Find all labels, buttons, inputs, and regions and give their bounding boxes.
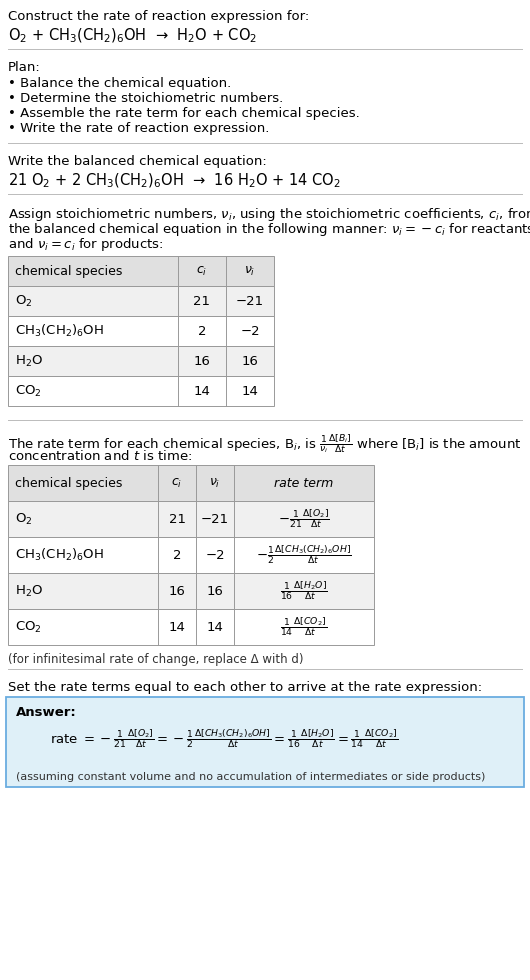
Text: 16: 16 [207,584,224,598]
FancyBboxPatch shape [6,697,524,787]
Text: Answer:: Answer: [16,706,77,719]
Text: H$_2$O: H$_2$O [15,354,43,368]
Text: Construct the rate of reaction expression for:: Construct the rate of reaction expressio… [8,10,309,23]
Text: 16: 16 [193,355,210,368]
Text: Assign stoichiometric numbers, $\nu_i$, using the stoichiometric coefficients, $: Assign stoichiometric numbers, $\nu_i$, … [8,206,530,223]
Text: $\frac{1}{16}\frac{\Delta[H_2O]}{\Delta t}$: $\frac{1}{16}\frac{\Delta[H_2O]}{\Delta … [280,579,328,603]
Text: $c_i$: $c_i$ [197,265,208,277]
Text: 2: 2 [198,324,206,337]
Bar [8,465,374,501]
Bar [8,286,274,316]
Text: • Determine the stoichiometric numbers.: • Determine the stoichiometric numbers. [8,92,283,105]
Text: 2: 2 [173,549,181,562]
Text: 14: 14 [207,620,224,633]
Text: O$_2$: O$_2$ [15,512,32,526]
Text: 21 O$_2$ + 2 CH$_3$(CH$_2$)$_6$OH  →  16 H$_2$O + 14 CO$_2$: 21 O$_2$ + 2 CH$_3$(CH$_2$)$_6$OH → 16 H… [8,172,341,190]
Text: $-\frac{1}{21}\frac{\Delta[O_2]}{\Delta t}$: $-\frac{1}{21}\frac{\Delta[O_2]}{\Delta … [278,508,330,530]
Text: Write the balanced chemical equation:: Write the balanced chemical equation: [8,155,267,168]
Text: $\nu_i$: $\nu_i$ [244,265,255,277]
Text: (for infinitesimal rate of change, replace Δ with d): (for infinitesimal rate of change, repla… [8,653,304,666]
Text: chemical species: chemical species [15,476,122,489]
Text: −2: −2 [205,549,225,562]
Text: chemical species: chemical species [15,265,122,277]
Text: 21: 21 [169,513,185,525]
Text: $c_i$: $c_i$ [171,476,183,490]
Bar [8,573,374,609]
Text: • Balance the chemical equation.: • Balance the chemical equation. [8,77,231,90]
Text: 14: 14 [169,620,185,633]
Text: 21: 21 [193,295,210,308]
Text: Set the rate terms equal to each other to arrive at the rate expression:: Set the rate terms equal to each other t… [8,681,482,694]
Bar [8,376,274,406]
Text: (assuming constant volume and no accumulation of intermediates or side products): (assuming constant volume and no accumul… [16,772,485,782]
Text: CO$_2$: CO$_2$ [15,383,42,399]
Text: the balanced chemical equation in the following manner: $\nu_i = -c_i$ for react: the balanced chemical equation in the fo… [8,221,530,238]
Text: $\nu_i$: $\nu_i$ [209,476,220,490]
Text: 14: 14 [242,384,259,398]
Text: CO$_2$: CO$_2$ [15,619,42,635]
Text: $\frac{1}{14}\frac{\Delta[CO_2]}{\Delta t}$: $\frac{1}{14}\frac{\Delta[CO_2]}{\Delta … [280,615,328,638]
Text: concentration and $t$ is time:: concentration and $t$ is time: [8,449,192,463]
Text: 16: 16 [242,355,259,368]
Bar [8,256,274,286]
Bar [8,609,374,645]
Text: CH$_3$(CH$_2$)$_6$OH: CH$_3$(CH$_2$)$_6$OH [15,323,104,339]
Text: • Assemble the rate term for each chemical species.: • Assemble the rate term for each chemic… [8,107,360,120]
Bar [8,316,274,346]
Text: CH$_3$(CH$_2$)$_6$OH: CH$_3$(CH$_2$)$_6$OH [15,547,104,563]
Text: H$_2$O: H$_2$O [15,583,43,599]
Text: rate $= -\frac{1}{21}\frac{\Delta[O_2]}{\Delta t} = -\frac{1}{2}\frac{\Delta[CH_: rate $= -\frac{1}{21}\frac{\Delta[O_2]}{… [50,727,398,750]
Text: $-\frac{1}{2}\frac{\Delta[CH_3(CH_2)_6OH]}{\Delta t}$: $-\frac{1}{2}\frac{\Delta[CH_3(CH_2)_6OH… [256,544,352,566]
Text: −21: −21 [201,513,229,525]
Text: 14: 14 [193,384,210,398]
Text: The rate term for each chemical species, B$_i$, is $\frac{1}{\nu_i}\frac{\Delta[: The rate term for each chemical species,… [8,432,522,455]
Text: rate term: rate term [275,476,333,489]
Text: −2: −2 [240,324,260,337]
Text: • Write the rate of reaction expression.: • Write the rate of reaction expression. [8,122,269,135]
Text: 16: 16 [169,584,185,598]
Text: Plan:: Plan: [8,61,41,74]
Bar [8,537,374,573]
Bar [8,346,274,376]
Text: O$_2$: O$_2$ [15,293,32,309]
Bar [8,501,374,537]
Text: −21: −21 [236,295,264,308]
Text: and $\nu_i = c_i$ for products:: and $\nu_i = c_i$ for products: [8,236,164,253]
Text: O$_2$ + CH$_3$(CH$_2$)$_6$OH  →  H$_2$O + CO$_2$: O$_2$ + CH$_3$(CH$_2$)$_6$OH → H$_2$O + … [8,27,257,45]
